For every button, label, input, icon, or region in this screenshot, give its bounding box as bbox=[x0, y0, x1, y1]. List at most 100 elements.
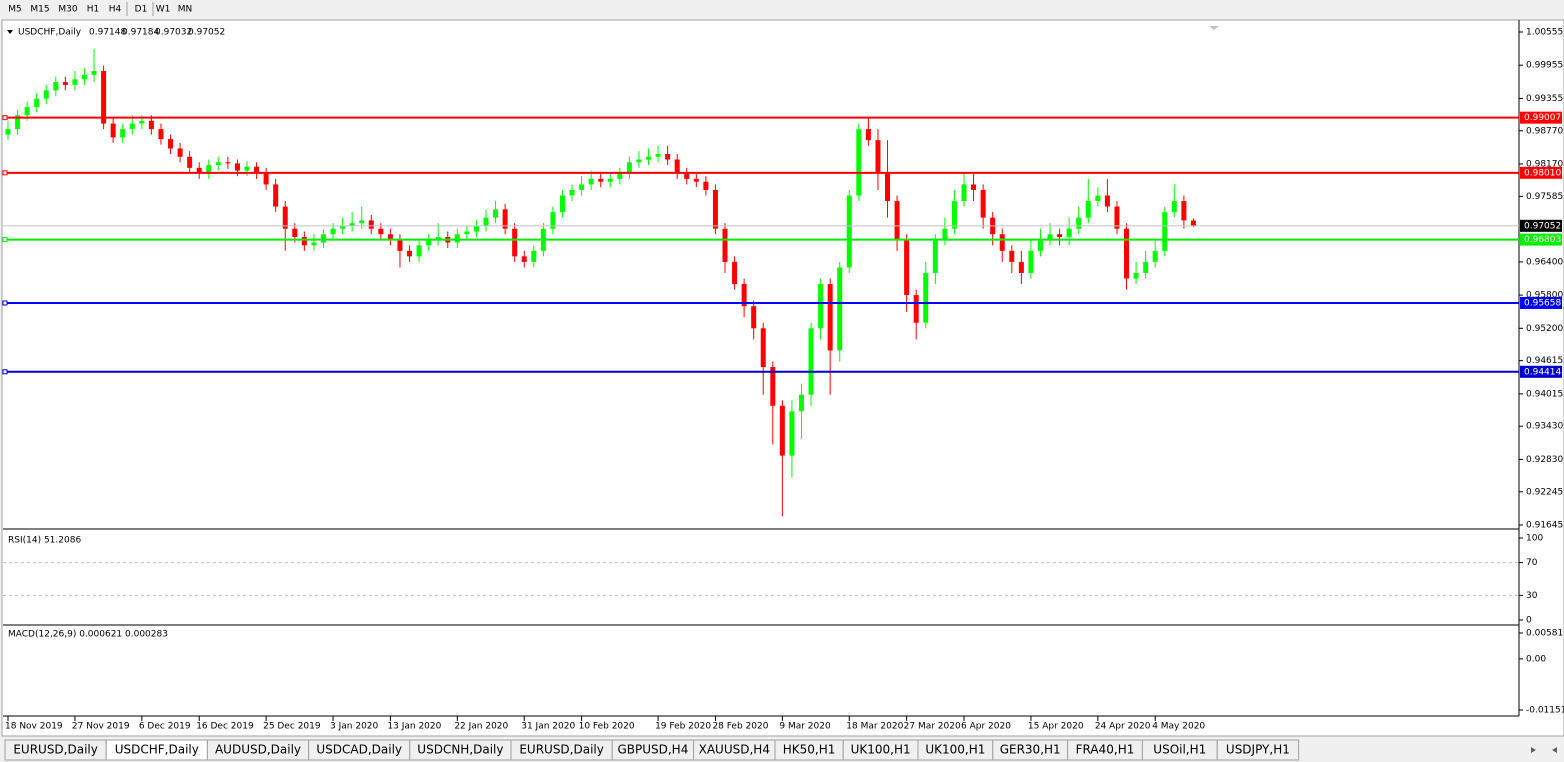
candle-body bbox=[798, 394, 804, 412]
candle-body bbox=[550, 212, 556, 229]
y-tick-label: 0.94615 bbox=[1526, 356, 1563, 366]
candle-body bbox=[158, 129, 164, 140]
candle-body bbox=[875, 140, 881, 174]
level-label-box bbox=[1520, 296, 1562, 309]
tab[interactable] bbox=[1216, 739, 1300, 761]
timeframe-button[interactable]: MN bbox=[178, 5, 193, 15]
timeframe-button[interactable]: H4 bbox=[109, 5, 122, 15]
tab-label[interactable]: USDCHF,Daily bbox=[115, 743, 199, 757]
candle-body bbox=[206, 165, 212, 174]
tab-label[interactable]: XAUUSD,H4 bbox=[699, 743, 770, 757]
ohlc-close: 0.97052 bbox=[188, 28, 225, 38]
candle-body bbox=[349, 223, 355, 226]
candle-body bbox=[493, 209, 499, 218]
candle-body bbox=[579, 184, 585, 190]
candle-body bbox=[407, 250, 413, 257]
candle-body bbox=[674, 159, 680, 174]
candle-body bbox=[1104, 195, 1110, 207]
level-label-box bbox=[1520, 365, 1562, 378]
y-tick-label: 0.98170 bbox=[1526, 159, 1563, 169]
candle-body bbox=[101, 71, 107, 124]
timeframe-button[interactable]: M15 bbox=[30, 5, 49, 15]
candle-body bbox=[91, 71, 97, 75]
candle-body bbox=[1124, 228, 1130, 279]
candle-body bbox=[62, 82, 68, 85]
tab-scroll-right[interactable] bbox=[1552, 747, 1557, 753]
candle-body bbox=[502, 209, 508, 229]
tab-label[interactable]: UK100,H1 bbox=[851, 743, 911, 757]
tab-label[interactable]: USDCNH,Daily bbox=[417, 743, 503, 757]
tab-label[interactable]: EURUSD,Daily bbox=[519, 743, 604, 757]
candle-body bbox=[980, 189, 986, 218]
candle-body bbox=[301, 237, 307, 246]
y-tick-label: 0.93430 bbox=[1526, 422, 1563, 432]
candle-body bbox=[598, 178, 604, 182]
candle-body bbox=[531, 250, 537, 262]
candle-body bbox=[1009, 250, 1015, 262]
level-handle[interactable] bbox=[2, 237, 8, 243]
level-handle[interactable] bbox=[2, 369, 8, 375]
candle-body bbox=[72, 79, 78, 85]
candle-body bbox=[913, 295, 919, 323]
timeframe-button[interactable]: W1 bbox=[156, 5, 171, 15]
candle-body bbox=[81, 74, 87, 80]
x-tick-label: 18 Nov 2019 bbox=[5, 722, 63, 732]
candle-body bbox=[454, 234, 460, 243]
level-label: 0.99007 bbox=[1524, 113, 1561, 123]
candle-body bbox=[234, 163, 240, 171]
candle-body bbox=[177, 148, 183, 157]
candle-body bbox=[397, 239, 403, 251]
dropdown-arrow[interactable] bbox=[7, 30, 13, 34]
candle-body bbox=[320, 234, 326, 243]
candle-body bbox=[894, 201, 900, 240]
tab-scroll-left[interactable] bbox=[1531, 747, 1536, 753]
candle-body bbox=[712, 189, 718, 229]
candle-body bbox=[311, 242, 317, 246]
candle-body bbox=[244, 166, 250, 171]
candle-body bbox=[655, 154, 661, 157]
tab-label[interactable]: HK50,H1 bbox=[783, 743, 836, 757]
candle-body bbox=[168, 139, 174, 149]
tab-label[interactable]: AUDUSD,Daily bbox=[215, 743, 301, 757]
timeframe-button[interactable]: M5 bbox=[8, 5, 22, 15]
candle-body bbox=[282, 206, 288, 229]
tab-label[interactable]: EURUSD,Daily bbox=[13, 743, 98, 757]
level-handle[interactable] bbox=[2, 115, 8, 121]
candle-body bbox=[254, 166, 260, 174]
candle-body bbox=[24, 106, 30, 116]
tab-label[interactable]: USDCAD,Daily bbox=[316, 743, 402, 757]
candle-body bbox=[1152, 250, 1158, 262]
y-tick-label: 70 bbox=[1526, 558, 1538, 568]
timeframe-button[interactable]: M30 bbox=[58, 5, 77, 15]
x-tick-label: 3 Jan 2020 bbox=[330, 722, 378, 732]
candle-body bbox=[139, 120, 145, 124]
candle-body bbox=[521, 256, 527, 262]
candle-body bbox=[1018, 261, 1024, 273]
candle-body bbox=[435, 237, 441, 240]
level-handle[interactable] bbox=[2, 170, 8, 176]
level-handle[interactable] bbox=[2, 300, 8, 306]
tab-label[interactable]: GBPUSD,H4 bbox=[617, 743, 688, 757]
y-tick-label: 0.94015 bbox=[1526, 389, 1563, 399]
tab-label[interactable]: UK100,H1 bbox=[925, 743, 985, 757]
candle-body bbox=[818, 284, 824, 329]
y-tick-label: 30 bbox=[1526, 591, 1538, 601]
tab-label[interactable]: USOil,H1 bbox=[1153, 743, 1206, 757]
tab-label[interactable]: GER30,H1 bbox=[1000, 743, 1061, 757]
candle-body bbox=[904, 239, 910, 296]
tab-label[interactable]: USDJPY,H1 bbox=[1226, 743, 1290, 757]
candle-body bbox=[1095, 195, 1101, 202]
ohlc-open: 0.97148 bbox=[89, 28, 126, 38]
candle-body bbox=[951, 201, 957, 229]
timeframe-button[interactable]: H1 bbox=[87, 5, 100, 15]
tab-label[interactable]: FRA40,H1 bbox=[1076, 743, 1135, 757]
candle-body bbox=[1181, 201, 1187, 221]
candle-body bbox=[148, 120, 154, 130]
level-label: 0.96803 bbox=[1524, 235, 1561, 245]
timeframe-button[interactable]: D1 bbox=[135, 5, 148, 15]
y-tick-label: 0.99355 bbox=[1526, 94, 1563, 104]
y-tick-label: 100 bbox=[1526, 534, 1543, 544]
x-tick-label: 4 May 2020 bbox=[1152, 722, 1205, 732]
candle-body bbox=[885, 173, 891, 202]
candle-body bbox=[1085, 201, 1091, 218]
